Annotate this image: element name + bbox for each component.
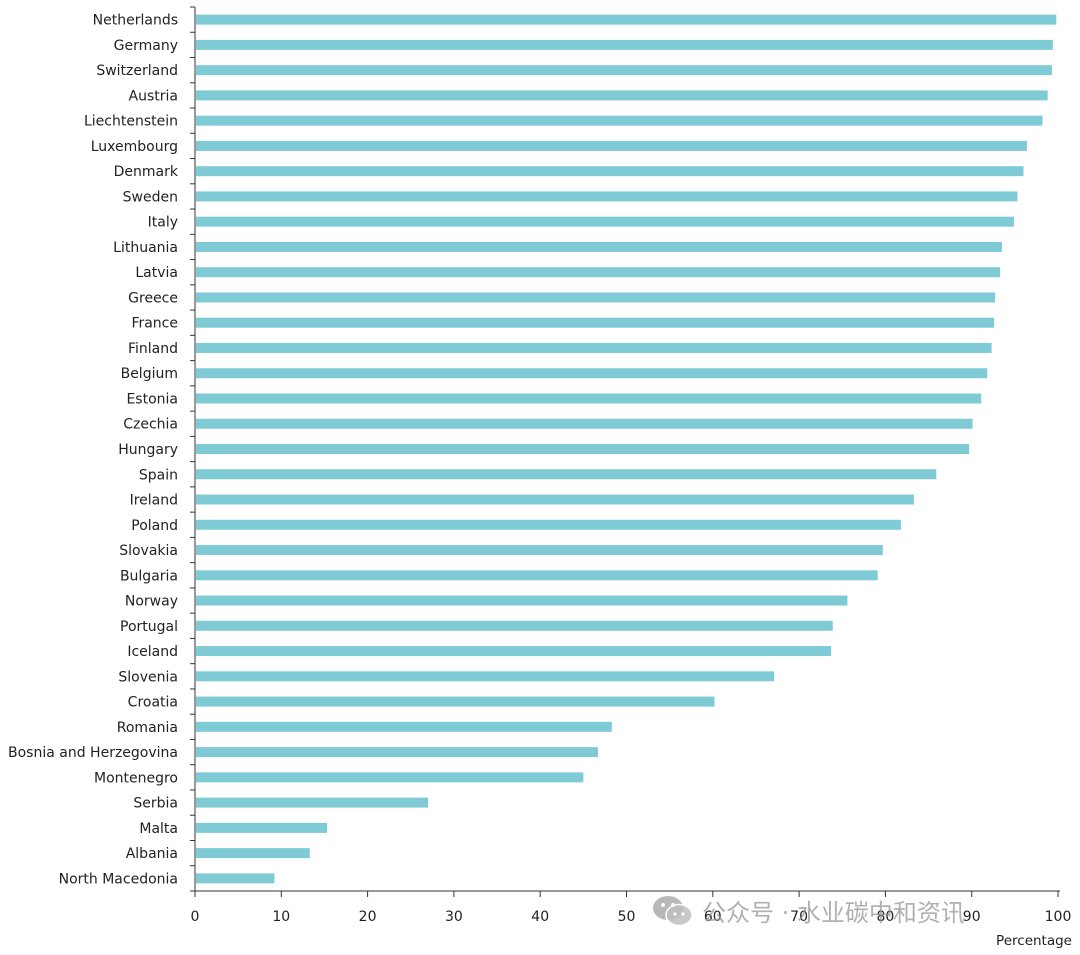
category-label: Italy — [148, 215, 178, 231]
x-tick-label: 60 — [704, 909, 722, 925]
bar-serbia — [196, 797, 429, 808]
category-label: Germany — [114, 38, 178, 54]
bar-slovenia — [196, 671, 775, 682]
bar-belgium — [196, 368, 988, 379]
bar-france — [196, 317, 995, 328]
bar-bulgaria — [196, 570, 878, 581]
bar-czechia — [196, 418, 973, 429]
category-label: Estonia — [126, 391, 178, 407]
category-label: Norway — [125, 594, 178, 610]
bar-austria — [196, 90, 1048, 101]
category-label: Poland — [131, 518, 178, 534]
bar-finland — [196, 342, 992, 353]
category-label: Ireland — [130, 493, 178, 509]
bar-croatia — [196, 696, 715, 707]
category-label: Austria — [129, 88, 178, 104]
bar-poland — [196, 519, 901, 530]
bar-italy — [196, 216, 1014, 227]
category-label: Hungary — [118, 442, 178, 458]
bars-group — [196, 14, 1057, 884]
bar-germany — [196, 39, 1053, 50]
category-label: Croatia — [128, 695, 178, 711]
bar-north-macedonia — [196, 873, 275, 884]
bar-spain — [196, 469, 937, 480]
category-label: Sweden — [123, 189, 178, 205]
y-axis — [190, 6, 196, 892]
x-tick-label: 50 — [618, 909, 636, 925]
category-label: Latvia — [135, 265, 178, 281]
category-label: Luxembourg — [91, 139, 178, 155]
bar-denmark — [196, 166, 1024, 177]
category-label: Portugal — [120, 619, 178, 635]
bar-liechtenstein — [196, 115, 1043, 126]
category-label: Belgium — [121, 366, 178, 382]
x-tick-label: 30 — [445, 909, 463, 925]
x-tick-label: 40 — [531, 909, 549, 925]
bar-estonia — [196, 393, 982, 404]
x-tick-label: 70 — [790, 909, 808, 925]
bar-portugal — [196, 620, 833, 631]
category-label: Bosnia and Herzegovina — [8, 745, 178, 761]
category-label: Serbia — [133, 796, 178, 812]
category-label: Denmark — [114, 164, 179, 180]
category-label: Netherlands — [93, 13, 178, 29]
bar-greece — [196, 292, 996, 303]
bar-ireland — [196, 494, 914, 505]
bar-switzerland — [196, 65, 1052, 76]
bar-montenegro — [196, 772, 584, 783]
category-label: Bulgaria — [120, 568, 178, 584]
category-label: Finland — [128, 341, 178, 357]
category-label: Lithuania — [113, 240, 178, 256]
x-axis-title: Percentage — [996, 933, 1072, 949]
bar-romania — [196, 721, 612, 732]
category-label: Albania — [126, 846, 178, 862]
category-label: Liechtenstein — [84, 114, 178, 130]
bar-albania — [196, 848, 310, 859]
category-label: Czechia — [123, 417, 178, 433]
category-label: Malta — [139, 821, 178, 837]
bar-hungary — [196, 444, 970, 454]
x-tick-label: 80 — [876, 909, 894, 925]
x-tick-label: 0 — [191, 909, 200, 925]
bar-iceland — [196, 646, 832, 657]
category-label: Slovakia — [119, 543, 178, 559]
bar-norway — [196, 595, 848, 606]
category-label: Montenegro — [94, 770, 178, 786]
category-label: Slovenia — [118, 669, 178, 685]
bar-luxembourg — [196, 140, 1027, 151]
bar-netherlands — [196, 14, 1057, 25]
category-label: Iceland — [127, 644, 178, 660]
x-tick-label: 20 — [359, 909, 377, 925]
bar-lithuania — [196, 241, 1002, 252]
category-label: Greece — [128, 290, 178, 306]
x-tick-label: 90 — [963, 909, 981, 925]
category-label: North Macedonia — [59, 871, 178, 887]
bar-malta — [196, 822, 328, 833]
bar-latvia — [196, 267, 1001, 278]
x-axis: 0 10 20 30 40 50 60 70 80 90 100 — [191, 890, 1072, 925]
category-label: France — [131, 316, 178, 332]
bar-slovakia — [196, 545, 883, 556]
bar-bosnia-and-herzegovina — [196, 747, 599, 758]
category-label: Spain — [139, 467, 178, 483]
category-label: Romania — [117, 720, 178, 736]
bar-sweden — [196, 191, 1018, 202]
category-label: Switzerland — [96, 63, 178, 79]
category-labels: Netherlands Germany Switzerland Austria Liec… — [8, 13, 179, 888]
x-tick-label: 10 — [272, 909, 290, 925]
x-tick-label: 100 — [1045, 909, 1072, 925]
